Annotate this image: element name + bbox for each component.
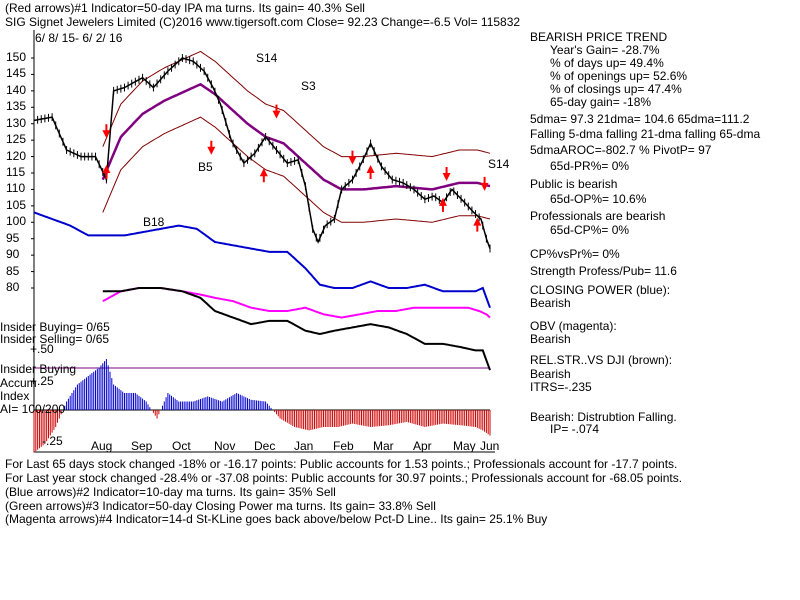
relstr-line [102, 287, 491, 371]
accum-label: Accum [0, 376, 37, 390]
closing-power-label: CLOSING POWER (blue): [530, 283, 671, 297]
x-tick-label: Mar [373, 439, 394, 453]
x-tick-label: Jun [480, 439, 500, 453]
x-tick-label: Oct [172, 439, 191, 453]
lower-band-line [102, 116, 491, 223]
x-tick-label: Nov [214, 439, 236, 453]
professionals-state: Professionals are bearish [530, 209, 666, 223]
minus25-label: -.25 [42, 434, 63, 448]
footer-line-year: For Last year stock changed -28.4% or -3… [5, 471, 683, 485]
x-tick-label: Jan [294, 439, 314, 453]
y-tick-label: 95 [6, 231, 20, 245]
upper-band-line [102, 50, 491, 158]
index-label: Index [0, 389, 30, 403]
public-state: Public is bearish [530, 177, 618, 191]
x-tick-label: Apr [413, 439, 432, 453]
price-series [33, 54, 491, 253]
red-down-arrow [480, 176, 489, 191]
insider-buying-ratio: Insider Buying= 0/65 [0, 320, 110, 334]
y-tick-label: 105 [6, 198, 27, 212]
red-up-arrow [473, 217, 482, 232]
closing-power-state: Bearish [530, 296, 571, 310]
red-down-arrow [272, 104, 281, 119]
ma65-line [101, 82, 491, 191]
y-tick-label: 115 [6, 165, 26, 179]
red-down-arrow [102, 124, 111, 139]
y-tick-label: 125 [6, 132, 27, 146]
annotation-s14-right: S14 [488, 157, 510, 171]
footer-line-magenta-arrows: (Magenta arrows)#4 Indicator=14-d St-KLi… [5, 512, 548, 526]
stat-closings-up: % of closings up= 47.4% [550, 82, 682, 96]
y-tick-label: 80 [6, 280, 20, 294]
relstr-state: Bearish [530, 367, 571, 381]
y-tick-label: 100 [6, 214, 27, 228]
obv-label: OBV (magenta): [530, 319, 617, 333]
x-tick-label: Feb [333, 439, 354, 453]
price-line [33, 57, 491, 249]
symbol-line: SIG Signet Jewelers Limited (C)2016 www.… [5, 15, 521, 29]
annotation-b5: B5 [198, 160, 213, 174]
y-tick-label: 145 [6, 66, 27, 80]
itrs-value: ITRS=-.235 [530, 380, 592, 394]
signal-arrows [102, 104, 489, 232]
y-tick-label: 130 [6, 116, 27, 130]
y-tick-label: 110 [6, 181, 26, 195]
x-tick-label: Dec [254, 439, 276, 453]
ai-label: AI= 100/200 [0, 402, 66, 416]
accumulation-index [33, 359, 491, 453]
cp-value: 65d-CP%= 0% [550, 223, 630, 237]
cp-vs-pr: CP%vsPr%= 0% [530, 247, 620, 261]
red-down-arrow [207, 140, 216, 155]
footer-line-green-arrows: (Green arrows)#3 Indicator=50-day Closin… [5, 499, 436, 513]
ip-value: IP= -.074 [550, 422, 600, 436]
x-tick-label: May [453, 439, 476, 453]
red-up-arrow [366, 165, 375, 179]
obv-state: Bearish [530, 332, 571, 346]
annotation-s3: S3 [301, 79, 316, 93]
closing-power-line [33, 211, 491, 309]
stat-years-gain: Year's Gain= -28.7% [550, 43, 660, 57]
relstr-label: REL.STR..VS DJI (brown): [530, 353, 673, 367]
x-tick-label: Sep [131, 439, 153, 453]
pr-value: 65d-PR%= 0% [550, 159, 630, 173]
annotation-b18: B18 [143, 215, 165, 229]
aroc-pivot: 5dmaAROC=-802.7 % PivotP= 97 [530, 143, 712, 157]
insider-selling-ratio: Insider Selling= 0/65 [0, 332, 110, 346]
distribution-state: Bearish: Distrubtion Falling. [530, 410, 677, 424]
indicator1-text: (Red arrows)#1 Indicator=50-day IPA ma t… [5, 1, 365, 15]
y-tick-label: 140 [6, 83, 27, 97]
x-tick-label: Aug [91, 439, 113, 453]
op-value: 65d-OP%= 10.6% [550, 192, 647, 206]
trend-title: BEARISH PRICE TREND [530, 30, 668, 44]
y-tick-label: 135 [6, 99, 27, 113]
y-tick-label: 120 [6, 149, 27, 163]
trading-bands [101, 50, 491, 223]
stat-days-up: % of days up= 49.4% [550, 56, 664, 70]
footer-line-65day: For Last 65 days stock changed -18% or -… [5, 457, 678, 471]
y-tick-label: 150 [6, 50, 27, 64]
obv-line [102, 287, 491, 319]
date-range: 6/ 8/ 15- 6/ 2/ 16 [35, 31, 123, 45]
dma-values: 5dma= 97.3 21dma= 104.6 65dma=111.2 [530, 112, 750, 126]
y-tick-label: 90 [6, 247, 20, 261]
strength-ratio: Strength Profess/Pub= 11.6 [530, 264, 677, 278]
red-up-arrow [102, 165, 111, 179]
red-down-arrow [348, 150, 357, 165]
stat-openings-up: % of openings up= 52.6% [550, 69, 688, 83]
red-up-arrow [259, 168, 268, 183]
red-down-arrow [442, 167, 451, 181]
insider-buying-label: Insider Buying [0, 362, 77, 376]
stat-65day-gain: 65-day gain= -18% [550, 95, 652, 109]
plus25-label: +.25 [30, 374, 54, 388]
y-tick-label: 85 [6, 264, 20, 278]
annotation-s14-top: S14 [256, 51, 278, 65]
indicator-series [33, 211, 491, 371]
falling-dma: Falling 5-dma falling 21-dma falling 65-… [530, 127, 761, 141]
plus50-label: +.50 [30, 342, 54, 356]
footer-line-blue-arrows: (Blue arrows)#2 Indicator=10-day ma turn… [5, 485, 336, 499]
red-up-arrow [438, 197, 447, 212]
